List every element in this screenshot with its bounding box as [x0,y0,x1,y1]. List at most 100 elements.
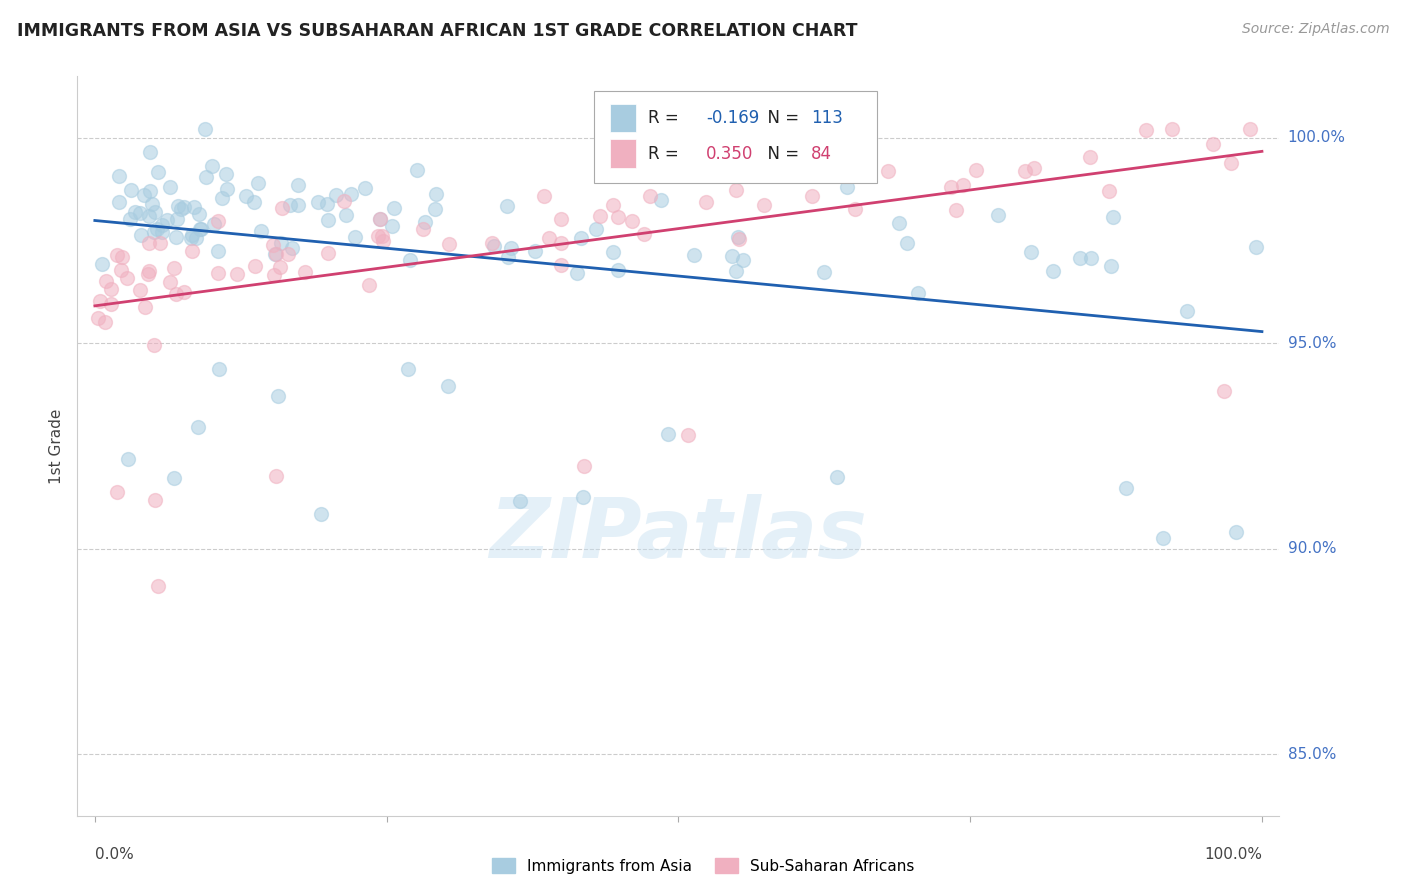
Point [325,187,347,202]
Text: 100.0%: 100.0% [1204,847,1263,862]
Point [657,427,679,442]
Point [550,211,572,226]
Point [413,215,436,229]
Point [287,178,309,193]
Point [115,271,138,285]
Text: 84: 84 [811,145,831,162]
Point [340,187,363,202]
Point [162,471,184,485]
Point [721,250,744,264]
Point [896,235,918,250]
Point [425,202,447,217]
Point [370,229,392,244]
Point [204,217,226,231]
Point [316,246,339,260]
Point [136,268,159,282]
Point [533,189,555,203]
Point [572,458,595,473]
Point [201,159,224,173]
Point [278,198,301,212]
Point [87,310,110,325]
Point [150,225,173,239]
Legend: Immigrants from Asia, Sub-Saharan Africans: Immigrants from Asia, Sub-Saharan Africa… [485,852,921,880]
Point [129,227,152,242]
Text: 0.350: 0.350 [706,145,754,162]
Point [170,202,193,216]
Text: 100.0%: 100.0% [1288,130,1346,145]
Point [124,205,146,219]
Point [725,264,748,278]
Point [217,181,239,195]
Point [1175,304,1198,318]
Point [146,165,169,179]
Point [550,258,572,272]
Bar [610,139,637,168]
Point [134,187,156,202]
Point [1102,210,1125,224]
Point [270,260,292,274]
Point [190,222,212,236]
Text: 90.0%: 90.0% [1288,541,1336,557]
Text: Source: ZipAtlas.com: Source: ZipAtlas.com [1241,22,1389,37]
Text: IMMIGRANTS FROM ASIA VS SUBSAHARAN AFRICAN 1ST GRADE CORRELATION CHART: IMMIGRANTS FROM ASIA VS SUBSAHARAN AFRIC… [17,22,858,40]
Point [166,199,188,213]
Point [1098,184,1121,198]
Point [565,266,588,280]
Point [965,163,987,178]
Point [907,286,929,301]
Point [180,227,202,242]
Point [1099,259,1122,273]
Point [281,241,304,255]
Point [156,212,179,227]
Point [163,260,186,275]
Point [343,230,366,244]
Point [1014,164,1036,178]
Point [482,239,505,253]
Point [844,202,866,216]
Point [509,494,531,508]
Point [165,286,187,301]
Point [333,194,356,208]
Point [129,205,152,219]
Point [650,193,672,207]
Point [1078,150,1101,164]
Point [1244,239,1267,253]
Point [194,122,217,136]
Point [188,221,211,235]
FancyBboxPatch shape [595,91,877,183]
Point [143,493,166,508]
Point [264,468,287,483]
Point [437,237,460,252]
Point [195,170,218,185]
Point [105,248,128,262]
Point [120,211,142,226]
Point [186,231,208,245]
Point [235,189,257,203]
Point [311,507,333,521]
Point [107,195,129,210]
Point [939,180,962,194]
Point [987,207,1010,221]
Point [159,275,181,289]
Point [818,164,841,178]
Point [368,212,391,227]
Point [211,191,233,205]
Point [110,263,132,277]
Point [945,202,967,217]
Point [425,187,447,202]
Point [589,209,612,223]
Point [496,250,519,264]
Point [207,214,229,228]
Point [366,229,388,244]
Point [1225,525,1247,540]
Point [134,300,156,314]
Point [550,235,572,250]
Point [108,169,131,183]
Point [249,224,271,238]
Point [111,250,134,264]
Point [180,231,202,245]
Point [382,202,405,216]
Point [335,209,357,223]
Point [89,293,111,308]
Point [208,362,231,376]
